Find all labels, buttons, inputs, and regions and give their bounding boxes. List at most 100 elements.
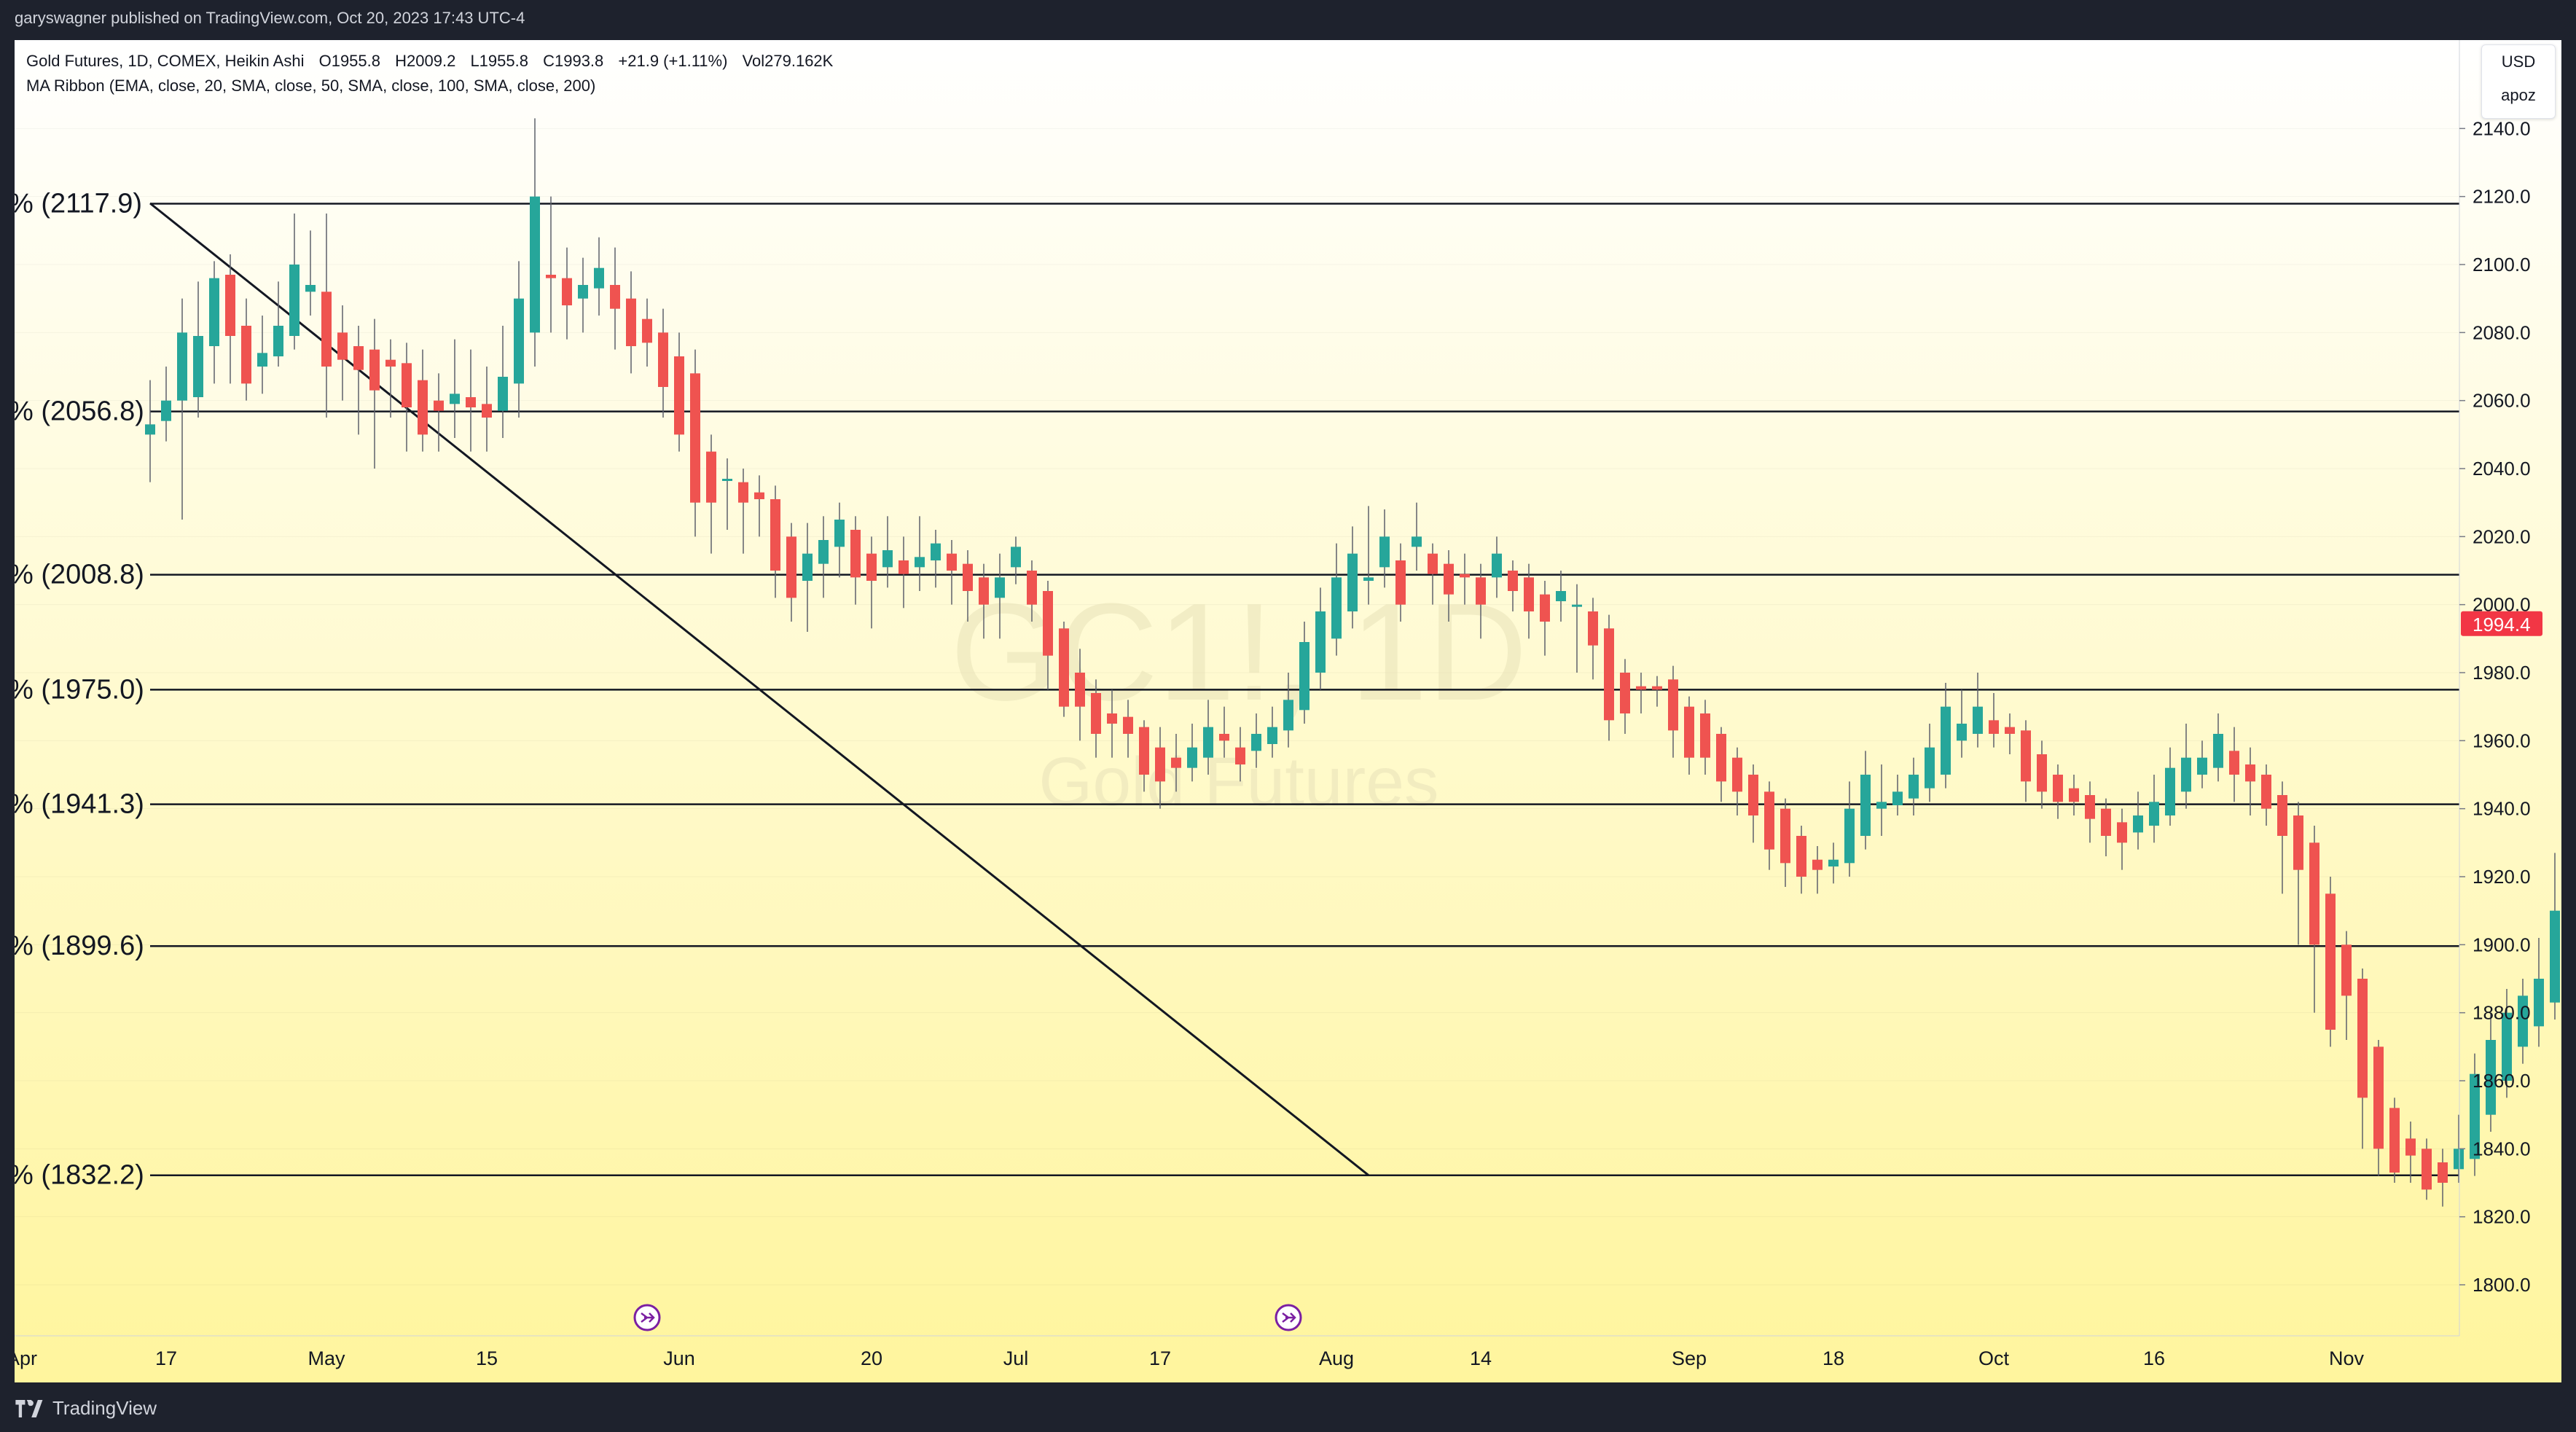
candle-body[interactable]: [995, 577, 1005, 598]
candle-body[interactable]: [1428, 553, 1438, 574]
candle-body[interactable]: [1235, 747, 1245, 764]
candle-body[interactable]: [2325, 893, 2336, 1030]
candle-body[interactable]: [1203, 727, 1213, 758]
candle-body[interactable]: [241, 326, 251, 384]
candle-body[interactable]: [979, 577, 989, 605]
candle-body[interactable]: [626, 298, 636, 346]
candle-body[interactable]: [2149, 802, 2159, 826]
candle-body[interactable]: [706, 451, 716, 503]
candle-body[interactable]: [482, 404, 492, 418]
candle-body[interactable]: [1283, 700, 1293, 731]
currency-scale[interactable]: apoz: [2501, 86, 2536, 104]
candle-body[interactable]: [594, 267, 604, 289]
candle-body[interactable]: [321, 292, 332, 367]
candle-body[interactable]: [1957, 724, 1967, 741]
candle-body[interactable]: [1556, 591, 1566, 601]
candle-body[interactable]: [1267, 727, 1277, 744]
candle-body[interactable]: [1379, 536, 1390, 568]
candle-body[interactable]: [1780, 808, 1790, 864]
candle-body[interactable]: [1540, 594, 1550, 622]
candle-body[interactable]: [1860, 775, 1871, 836]
tradingview-brand[interactable]: TradingView: [15, 1397, 157, 1420]
candle-body[interactable]: [1460, 574, 1470, 578]
candle-body[interactable]: [658, 332, 668, 387]
candle-body[interactable]: [1892, 791, 1903, 805]
candle-body[interactable]: [1604, 628, 1614, 721]
candle-body[interactable]: [690, 373, 700, 503]
candle-body[interactable]: [2309, 842, 2319, 945]
candle-body[interactable]: [2550, 910, 2560, 1003]
candle-body[interactable]: [786, 536, 796, 598]
candle-body[interactable]: [209, 278, 219, 346]
candle-body[interactable]: [1412, 536, 1422, 547]
candle-body[interactable]: [2534, 979, 2544, 1027]
candle-body[interactable]: [369, 349, 380, 391]
candle-body[interactable]: [834, 520, 845, 547]
candle-body[interactable]: [2133, 815, 2143, 833]
candle-body[interactable]: [1748, 775, 1758, 815]
candle-body[interactable]: [305, 285, 316, 292]
candle-body[interactable]: [2470, 1073, 2480, 1159]
candle-body[interactable]: [1588, 611, 1598, 646]
candle-body[interactable]: [610, 285, 620, 309]
candle-body[interactable]: [2213, 734, 2223, 768]
currency-selector[interactable]: USD apoz: [2481, 44, 2556, 119]
candle-body[interactable]: [1508, 571, 1518, 591]
chart-area[interactable]: GC1!, 1D Gold Futures% (2117.9)% (2056.8)…: [15, 40, 2561, 1382]
candle-body[interactable]: [1091, 693, 1101, 734]
event-marker-icon[interactable]: [633, 1304, 661, 1331]
candle-body[interactable]: [466, 397, 476, 407]
candle-body[interactable]: [2261, 775, 2271, 809]
candle-body[interactable]: [1187, 747, 1197, 768]
candle-body[interactable]: [514, 298, 524, 384]
candle-body[interactable]: [1075, 673, 1085, 707]
candle-body[interactable]: [947, 553, 957, 571]
candle-body[interactable]: [1716, 734, 1726, 782]
candle-body[interactable]: [866, 553, 877, 581]
candle-body[interactable]: [2165, 767, 2175, 815]
candle-body[interactable]: [2197, 757, 2207, 775]
candle-body[interactable]: [1347, 553, 1358, 611]
candle-body[interactable]: [931, 543, 941, 560]
candle-body[interactable]: [2389, 1108, 2400, 1173]
candle-body[interactable]: [193, 336, 203, 397]
candle-body[interactable]: [1155, 747, 1165, 782]
candle-body[interactable]: [1973, 706, 1983, 734]
candle-body[interactable]: [1123, 716, 1133, 734]
candle-body[interactable]: [1011, 547, 1021, 568]
candle-body[interactable]: [2085, 795, 2095, 819]
candle-body[interactable]: [1732, 757, 1742, 792]
candle-body[interactable]: [1059, 628, 1069, 707]
currency-unit[interactable]: USD: [2501, 52, 2536, 71]
candle-body[interactable]: [1908, 775, 1919, 799]
candle-body[interactable]: [1219, 734, 1229, 741]
candle-body[interactable]: [1925, 747, 1935, 789]
candle-body[interactable]: [738, 482, 748, 503]
candle-body[interactable]: [177, 332, 187, 401]
candle-body[interactable]: [1444, 563, 1454, 595]
candle-body[interactable]: [2229, 751, 2239, 775]
candle-body[interactable]: [642, 318, 652, 343]
candle-body[interactable]: [2117, 822, 2127, 843]
candle-body[interactable]: [353, 346, 364, 370]
candle-body[interactable]: [1251, 734, 1261, 751]
candle-body[interactable]: [1299, 642, 1309, 711]
candle-body[interactable]: [1524, 577, 1534, 611]
candle-body[interactable]: [2293, 815, 2303, 870]
candle-body[interactable]: [1395, 560, 1406, 605]
candle-body[interactable]: [770, 499, 780, 571]
candle-body[interactable]: [2518, 995, 2528, 1047]
candle-body[interactable]: [161, 400, 171, 421]
candle-body[interactable]: [1989, 720, 1999, 734]
candle-body[interactable]: [722, 479, 732, 481]
candle-body[interactable]: [1684, 706, 1694, 758]
candle-body[interactable]: [1941, 706, 1951, 775]
candle-body[interactable]: [1027, 571, 1037, 605]
legend-symbol[interactable]: Gold Futures, 1D, COMEX, Heikin Ashi: [26, 52, 305, 70]
candle-body[interactable]: [1492, 553, 1502, 578]
candle-body[interactable]: [145, 424, 155, 435]
candle-body[interactable]: [450, 394, 460, 404]
candle-body[interactable]: [2245, 764, 2255, 782]
candle-body[interactable]: [1812, 859, 1823, 870]
candle-body[interactable]: [1331, 577, 1342, 639]
